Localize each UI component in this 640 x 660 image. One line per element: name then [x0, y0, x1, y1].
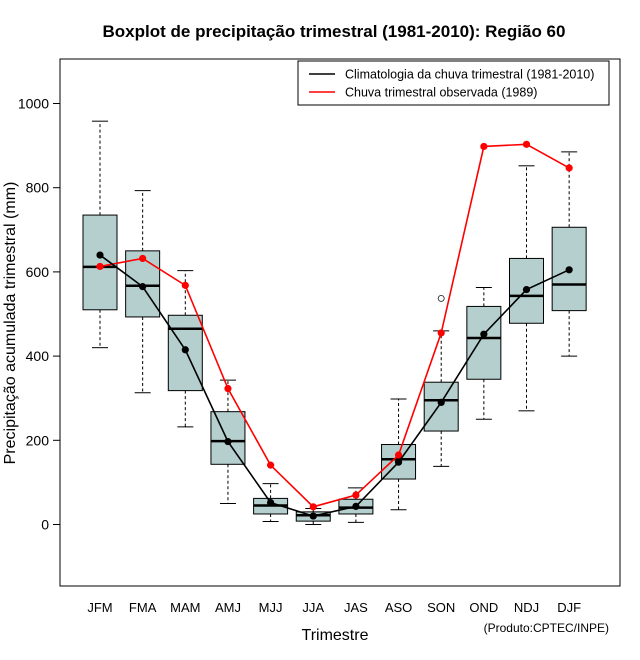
x-tick-label: FMA [129, 600, 157, 615]
credit-text: (Produto:CPTEC/INPE) [484, 621, 609, 635]
x-tick-label: JAS [344, 600, 368, 615]
series-line-climatology [99, 254, 570, 517]
x-tick-label: JFM [87, 600, 112, 615]
x-tick-label: MAM [170, 600, 200, 615]
legend-label-observed: Chuva trimestral observada (1989) [345, 86, 537, 100]
series-point-observed [267, 461, 275, 469]
x-tick-label: SON [427, 600, 455, 615]
series-point-observed [352, 491, 360, 499]
legend-label-climatology: Climatologia da chuva trimestral (1981-2… [345, 68, 594, 82]
box-body [210, 411, 246, 465]
x-axis: JFM FMA MAM AMJ MJJ JJA JAS ASO SON OND NDJ DJF [87, 600, 581, 615]
series-point-climatology [437, 398, 445, 407]
lines-layer [96, 140, 573, 520]
series-point-observed [565, 164, 573, 172]
box-body [466, 305, 502, 380]
series-point-climatology [480, 330, 488, 338]
y-tick-label: 600 [26, 264, 50, 280]
boxes-layer [82, 120, 587, 525]
series-point-observed [181, 281, 189, 289]
box-amj [210, 379, 246, 504]
box-son [423, 294, 459, 467]
series-point-climatology [139, 283, 147, 291]
y-tick-label: 0 [41, 517, 49, 533]
x-axis-title: Trimestre [302, 627, 369, 644]
y-tick-label: 800 [26, 180, 50, 196]
series-point-observed [437, 329, 445, 337]
legend: Climatologia da chuva trimestral (1981-2… [297, 60, 610, 106]
series-point-observed [96, 262, 104, 271]
x-tick-label: OND [469, 600, 498, 615]
series-point-climatology [522, 285, 531, 294]
x-tick-label: JJA [302, 600, 324, 615]
series-point-climatology [181, 346, 189, 354]
box-body [82, 214, 118, 311]
y-axis-title: Precipitação acumulada trimestral (mm) [2, 182, 19, 465]
chart-title: Boxplot de precipitação trimestral (1981… [103, 22, 566, 41]
box-djf [551, 151, 587, 357]
y-axis: 0 200 400 600 800 1000 [18, 96, 61, 533]
x-tick-label: DJF [557, 600, 581, 615]
series-point-climatology [267, 499, 275, 507]
x-tick-label: AMJ [215, 600, 241, 615]
series-point-observed [224, 384, 232, 393]
x-tick-label: ASO [385, 600, 412, 615]
series-point-climatology [96, 251, 104, 259]
y-tick-label: 1000 [18, 96, 49, 112]
series-point-climatology [309, 512, 317, 520]
legend-box [297, 60, 610, 106]
box-jfm [82, 120, 118, 349]
box-fma [125, 190, 161, 394]
series-point-observed [480, 142, 488, 151]
series-line-observed [99, 143, 570, 508]
series-point-climatology [224, 437, 232, 446]
series-point-observed [394, 451, 403, 459]
outlier-point [437, 294, 445, 302]
y-tick-label: 200 [26, 432, 50, 448]
series-point-observed [139, 254, 147, 263]
y-tick-label: 400 [26, 348, 50, 364]
series-point-climatology [394, 458, 403, 466]
x-tick-label: NDJ [514, 600, 539, 615]
x-tick-label: MJJ [259, 600, 283, 615]
series-point-observed [309, 503, 317, 511]
series-point-climatology [565, 266, 573, 274]
box-ond [466, 286, 502, 420]
series-point-observed [522, 140, 531, 148]
series-point-climatology [352, 502, 360, 510]
box-body [423, 381, 459, 432]
